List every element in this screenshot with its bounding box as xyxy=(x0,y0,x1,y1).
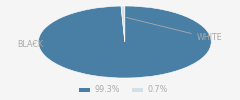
Wedge shape xyxy=(121,6,125,42)
Text: WHITE: WHITE xyxy=(126,18,222,42)
Bar xyxy=(79,88,90,92)
Wedge shape xyxy=(38,6,211,78)
Text: BLACK: BLACK xyxy=(17,40,43,50)
Text: 0.7%: 0.7% xyxy=(148,86,168,94)
Text: 99.3%: 99.3% xyxy=(95,86,120,94)
Bar xyxy=(132,88,143,92)
